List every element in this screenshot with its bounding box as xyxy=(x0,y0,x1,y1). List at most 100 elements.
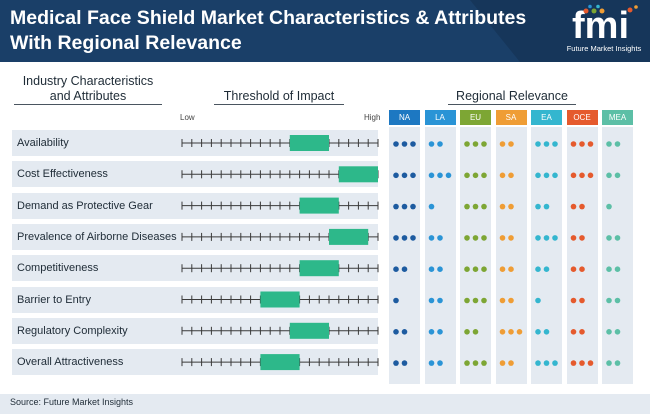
relevance-dot-eu xyxy=(481,235,487,241)
relevance-dot-eu xyxy=(472,203,479,210)
relevance-dot-la xyxy=(445,172,452,179)
relevance-dot-la xyxy=(437,360,443,366)
header-banner: Medical Face Shield Market Characteristi… xyxy=(0,0,650,62)
impact-bar xyxy=(260,354,300,371)
source-note: Source: Future Market Insights xyxy=(10,397,134,407)
relevance-dot-eu xyxy=(464,329,470,335)
relevance-dot-sa xyxy=(508,203,514,210)
relevance-dot-na xyxy=(401,360,408,366)
relevance-dot-ea xyxy=(535,235,541,241)
characteristic-label: Barrier to Entry xyxy=(17,293,91,306)
relevance-dot-ea xyxy=(543,329,550,335)
relevance-dot-eu xyxy=(481,141,487,147)
region-header-oce: OCE xyxy=(566,110,598,125)
relevance-dot-ea xyxy=(535,297,541,304)
relevance-dot-eu xyxy=(472,172,479,179)
relevance-dot-na xyxy=(401,235,408,241)
fmi-logo-icon: fmi xyxy=(572,4,638,47)
relevance-dot-sa xyxy=(508,235,514,241)
relevance-dot-oce xyxy=(579,235,585,241)
region-column-sa xyxy=(495,127,527,384)
relevance-dot-ea xyxy=(543,172,550,179)
relevance-dot-eu xyxy=(464,266,470,273)
relevance-dot-na xyxy=(410,141,416,147)
relevance-dot-na xyxy=(393,203,399,210)
relevance-dot-mea xyxy=(614,266,621,273)
relevance-dot-sa xyxy=(499,172,506,179)
relevance-dot-mea xyxy=(614,297,621,304)
relevance-dot-sa xyxy=(499,266,506,273)
region-header-mea: MEA xyxy=(602,110,633,125)
relevance-dot-sa xyxy=(499,329,506,335)
relevance-dot-ea xyxy=(543,141,550,147)
relevance-dot-la xyxy=(437,235,443,241)
logo-subtitle: Future Market Insights xyxy=(566,44,642,53)
relevance-dot-na xyxy=(393,172,399,179)
region-column-na xyxy=(389,127,420,384)
relevance-dot-mea xyxy=(614,329,621,335)
relevance-dot-sa xyxy=(508,297,514,304)
relevance-dot-oce xyxy=(570,141,577,147)
region-column-ea xyxy=(531,127,562,384)
relevance-dot-oce xyxy=(570,235,577,241)
relevance-dot-mea xyxy=(606,203,612,210)
relevance-dot-oce xyxy=(570,172,577,179)
relevance-dot-la xyxy=(428,266,435,273)
relevance-dot-eu xyxy=(481,172,487,179)
relevance-dot-sa xyxy=(508,141,514,147)
relevance-dot-ea xyxy=(543,266,550,273)
relevance-dot-ea xyxy=(543,360,550,366)
relevance-dot-na xyxy=(401,141,408,147)
relevance-dot-eu xyxy=(472,235,479,241)
relevance-dot-la xyxy=(428,235,435,241)
relevance-dot-ea xyxy=(535,266,541,273)
regional-heading: Regional Relevance xyxy=(456,89,568,103)
relevance-dot-sa xyxy=(516,329,523,335)
relevance-dot-mea xyxy=(614,141,621,147)
region-column-mea xyxy=(602,127,633,384)
relevance-dot-na xyxy=(393,141,399,147)
relevance-dot-oce xyxy=(579,329,585,335)
relevance-dot-la xyxy=(437,172,443,179)
relevance-dot-oce xyxy=(587,360,594,366)
relevance-dot-na xyxy=(410,235,416,241)
relevance-dot-na xyxy=(401,266,408,273)
relevance-dot-sa xyxy=(508,329,514,335)
relevance-dot-na xyxy=(410,203,416,210)
region-column-eu xyxy=(460,127,491,384)
relevance-dot-na xyxy=(401,203,408,210)
regional-underline xyxy=(448,104,576,105)
relevance-dot-oce xyxy=(570,203,577,210)
relevance-dot-sa xyxy=(499,360,506,366)
relevance-dot-sa xyxy=(499,141,506,147)
impact-bar xyxy=(289,322,329,339)
relevance-dot-ea xyxy=(535,172,541,179)
region-column-la xyxy=(424,127,456,384)
relevance-dot-eu xyxy=(472,329,479,335)
relevance-dot-mea xyxy=(606,329,612,335)
title-line-1: Medical Face Shield Market Characteristi… xyxy=(10,7,527,29)
characteristics-heading: Industry Characteristics and Attributes xyxy=(22,74,154,103)
relevance-dot-ea xyxy=(552,172,558,179)
relevance-dot-eu xyxy=(464,360,470,366)
relevance-dot-oce xyxy=(579,172,585,179)
region-header-sa: SA xyxy=(495,110,527,125)
relevance-dot-la xyxy=(437,297,443,304)
relevance-dot-eu xyxy=(464,297,470,304)
relevance-dot-oce xyxy=(579,266,585,273)
relevance-dot-na xyxy=(401,329,408,335)
relevance-dot-sa xyxy=(508,172,514,179)
relevance-dot-ea xyxy=(535,329,541,335)
relevance-dot-mea xyxy=(606,360,612,366)
characteristic-label: Regulatory Complexity xyxy=(17,324,128,337)
relevance-dot-eu xyxy=(472,266,479,273)
fmi-logo: fmi xyxy=(564,4,648,60)
relevance-dot-eu xyxy=(472,141,479,147)
relevance-dot-oce xyxy=(570,329,577,335)
relevance-dot-ea xyxy=(543,203,550,210)
region-header-na: NA xyxy=(389,110,420,125)
relevance-dot-mea xyxy=(606,141,612,147)
relevance-dot-sa xyxy=(508,266,514,273)
relevance-dot-ea xyxy=(552,360,558,366)
relevance-dot-sa xyxy=(508,360,514,366)
